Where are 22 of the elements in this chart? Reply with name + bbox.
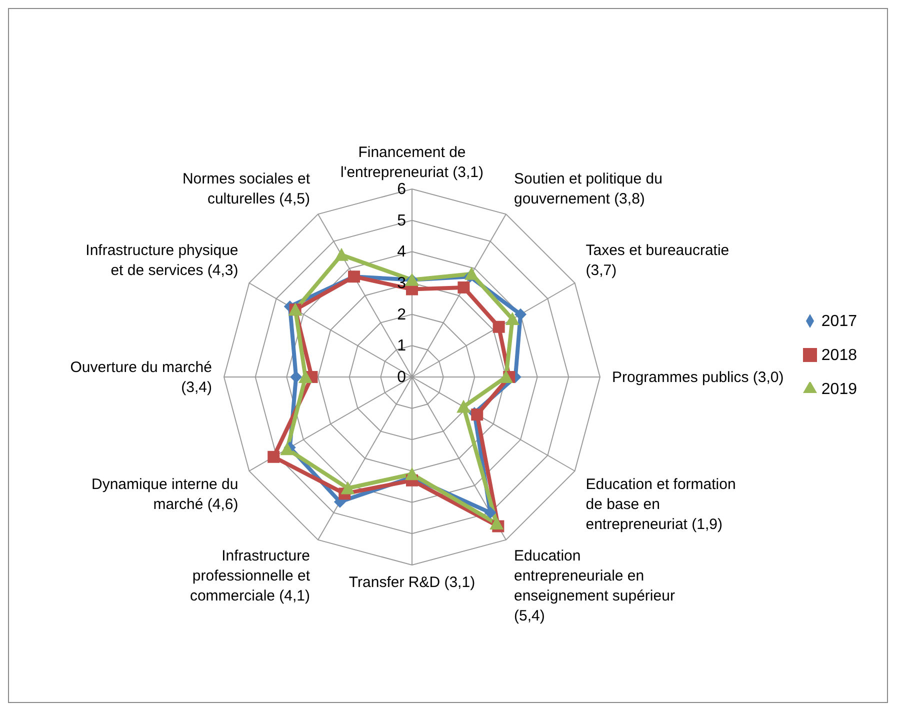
legend-label: 2017 [821, 312, 857, 330]
spoke-label: Infrastructure physique et de services (4,3) [86, 242, 238, 279]
spoke-label: Education entrepreneuriale en enseignement supérieur (5,4) [514, 548, 675, 625]
y-tick-label: 2 [397, 306, 406, 324]
y-tick-label: 5 [397, 212, 406, 230]
spoke-label: Financement de l'entrepreneuriat (3,1) [340, 144, 484, 181]
spoke-label: Transfer R&D (3,1) [348, 574, 476, 591]
legend-label: 2019 [821, 380, 857, 398]
y-tick-label: 6 [397, 181, 406, 198]
spoke-label: Ouverture du marché (3,4) [70, 359, 212, 396]
spoke-label: Normes sociales et culturelles (4,5) [182, 170, 311, 208]
spoke-label: Programmes publics (3,0) [612, 369, 784, 386]
y-tick-label: 4 [397, 244, 406, 261]
y-tick-label: 0 [397, 369, 406, 386]
spoke-label: Soutien et politique du gouvernement (3,8) [514, 170, 662, 208]
spoke-label: Dynamique interne du marché (4,6) [91, 476, 238, 513]
spoke-label: Infrastructure professionnelle et commerciale (4,1) [190, 548, 311, 605]
y-tick-label: 3 [397, 275, 406, 292]
spoke-label: Education et formation de base en entrepreneuriat (1,9) [586, 476, 736, 533]
y-tick-label: 1 [397, 338, 406, 355]
spoke-label: Taxes et bureaucratie (3,7) [586, 242, 730, 279]
legend-label: 2018 [821, 346, 857, 364]
